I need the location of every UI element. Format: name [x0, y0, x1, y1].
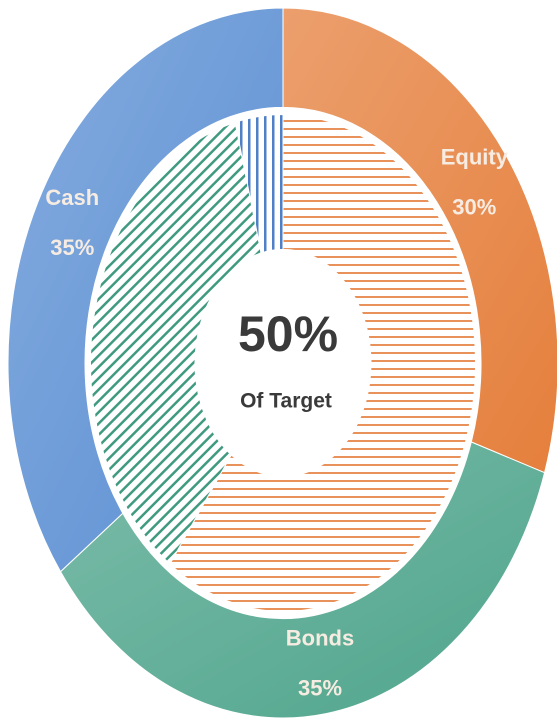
slice-value-label: 35%: [50, 235, 94, 260]
slice-value-label: 30%: [452, 194, 496, 219]
center-caption: Of Target: [240, 390, 332, 413]
inner-slice: [90, 121, 262, 565]
outer-slice: [282, 7, 557, 474]
outer-slice: [59, 441, 546, 719]
inner-slice: [234, 113, 284, 254]
inner-slice: [169, 113, 476, 612]
slice-label: Equity: [441, 144, 509, 169]
slice-value-label: 35%: [298, 675, 342, 700]
slice-label: Bonds: [286, 625, 354, 650]
center-value: 50%: [238, 306, 338, 362]
slice-label: Cash: [45, 185, 99, 210]
outer-slice: [7, 7, 284, 573]
